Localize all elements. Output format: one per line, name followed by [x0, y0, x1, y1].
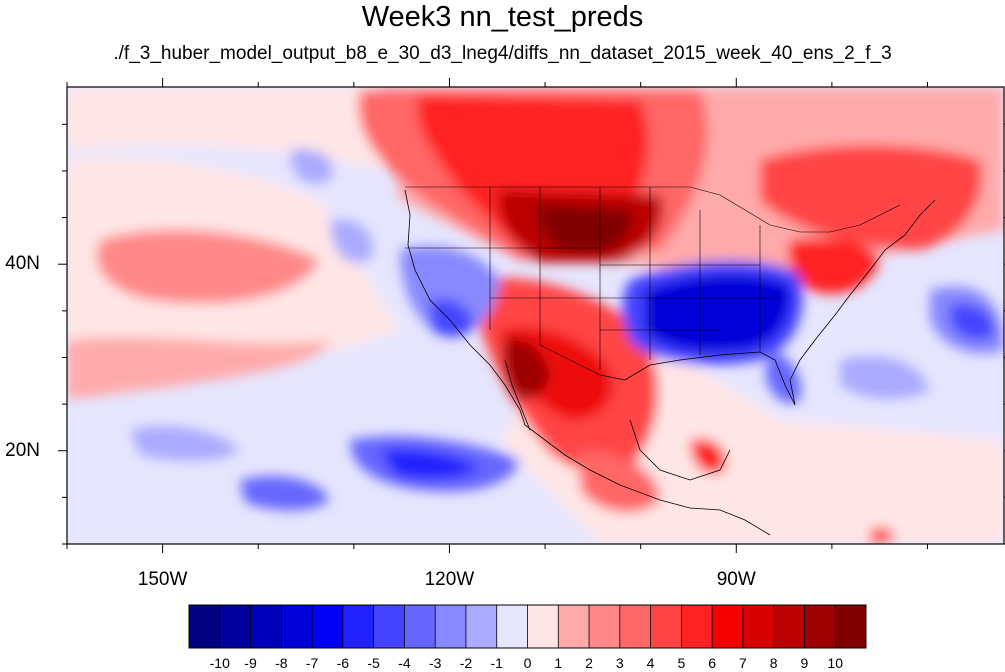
colorbar-label: -4 [398, 655, 411, 671]
colorbar-label: 7 [739, 655, 747, 671]
lon-tick-label: 90W [716, 569, 756, 590]
colorbar-swatch [558, 605, 590, 648]
colorbar-label: -7 [305, 655, 319, 671]
colorbar-swatch [527, 605, 559, 648]
colorbar-label: -1 [490, 655, 503, 671]
map-frame [66, 86, 1005, 545]
colorbar-swatch [804, 605, 836, 648]
colorbar-label: -2 [459, 655, 473, 671]
colorbar-label: 4 [646, 655, 655, 671]
colorbar-swatch [835, 605, 867, 648]
colorbar-swatch [773, 605, 805, 648]
colorbar-swatch [312, 605, 344, 648]
filled-contours [67, 87, 1004, 544]
map-title: Week3 nn_test_preds [361, 1, 644, 33]
lat-tick-label: 40N [5, 253, 40, 275]
colorbar-swatch [650, 605, 682, 648]
colorbar-label: -9 [244, 655, 257, 671]
colorbar-label: -5 [367, 655, 380, 671]
colorbar-swatch [219, 605, 252, 648]
lon-tick-label: 120W [424, 569, 475, 590]
colorbar-label: 3 [615, 655, 624, 671]
colorbar-label: 9 [800, 655, 809, 671]
colorbar-swatch [619, 605, 652, 648]
axis-ticks [58, 78, 1005, 553]
colorbar-label: -6 [336, 655, 350, 671]
lat-tick-label: 20N [5, 439, 40, 461]
colorbar-swatch [281, 605, 313, 648]
colorbar-swatch [250, 605, 282, 648]
colorbar-swatch [404, 605, 436, 648]
colorbar-label: 10 [827, 655, 843, 671]
colorbar-label: -3 [428, 655, 442, 671]
colorbar-label: 1 [554, 655, 563, 671]
colorbar-label: 6 [708, 655, 717, 671]
colorbar-label: 5 [677, 655, 686, 671]
colorbar-swatch [465, 605, 498, 648]
colorbar [188, 604, 867, 649]
colorbar-label: 0 [523, 655, 532, 671]
colorbar-swatch [589, 605, 621, 648]
colorbar-swatch [742, 605, 775, 648]
map-subtitle: ./f_3_huber_model_output_b8_e_30_d3_lneg… [113, 43, 892, 64]
colorbar-label: -10 [209, 655, 230, 671]
colorbar-swatch [189, 605, 221, 648]
colorbar-swatch [681, 605, 713, 648]
colorbar-label: -8 [275, 655, 288, 671]
colorbar-swatch [342, 605, 375, 648]
colorbar-swatch [496, 605, 528, 648]
lon-tick-label: 150W [137, 569, 188, 590]
colorbar-frame [188, 604, 867, 649]
colorbar-label: 8 [769, 655, 778, 671]
colorbar-swatch [373, 605, 405, 648]
colorbar-label: 2 [585, 655, 593, 671]
colorbar-swatch [712, 605, 744, 648]
colorbar-swatch [435, 605, 467, 648]
